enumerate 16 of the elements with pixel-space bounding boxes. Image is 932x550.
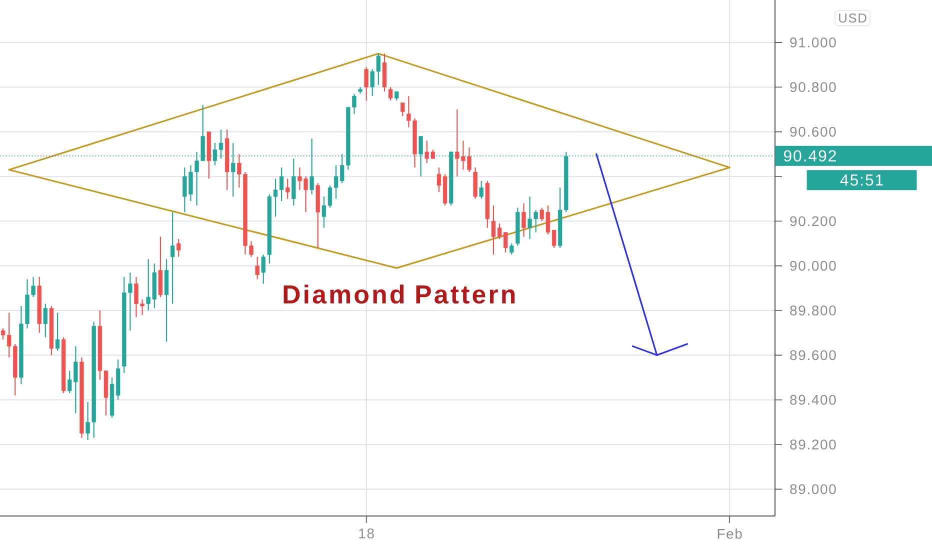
y-tick-label: 90.600	[790, 126, 836, 137]
text: 45:51	[840, 174, 883, 186]
annotation: Diamond Pattern	[284, 284, 515, 304]
y-tick-label: 89.000	[790, 484, 836, 494]
y-tick-label: 90.000	[790, 260, 836, 271]
y-tick-label: 90.800	[790, 82, 836, 92]
y-tick-label: 89.800	[790, 306, 836, 316]
y-tick-label: 91.000	[790, 37, 836, 48]
text: USD	[839, 13, 866, 23]
x-tick-label: 18	[359, 528, 374, 538]
y-tick-label: 90.200	[790, 216, 836, 226]
x-tick-label: Feb	[718, 528, 742, 539]
y-tick-label: 89.200	[790, 440, 836, 450]
ref-line-label: 90.492	[784, 150, 836, 162]
y-tick-label: 89.600	[790, 350, 836, 360]
y-tick-label: 89.400	[790, 394, 836, 405]
